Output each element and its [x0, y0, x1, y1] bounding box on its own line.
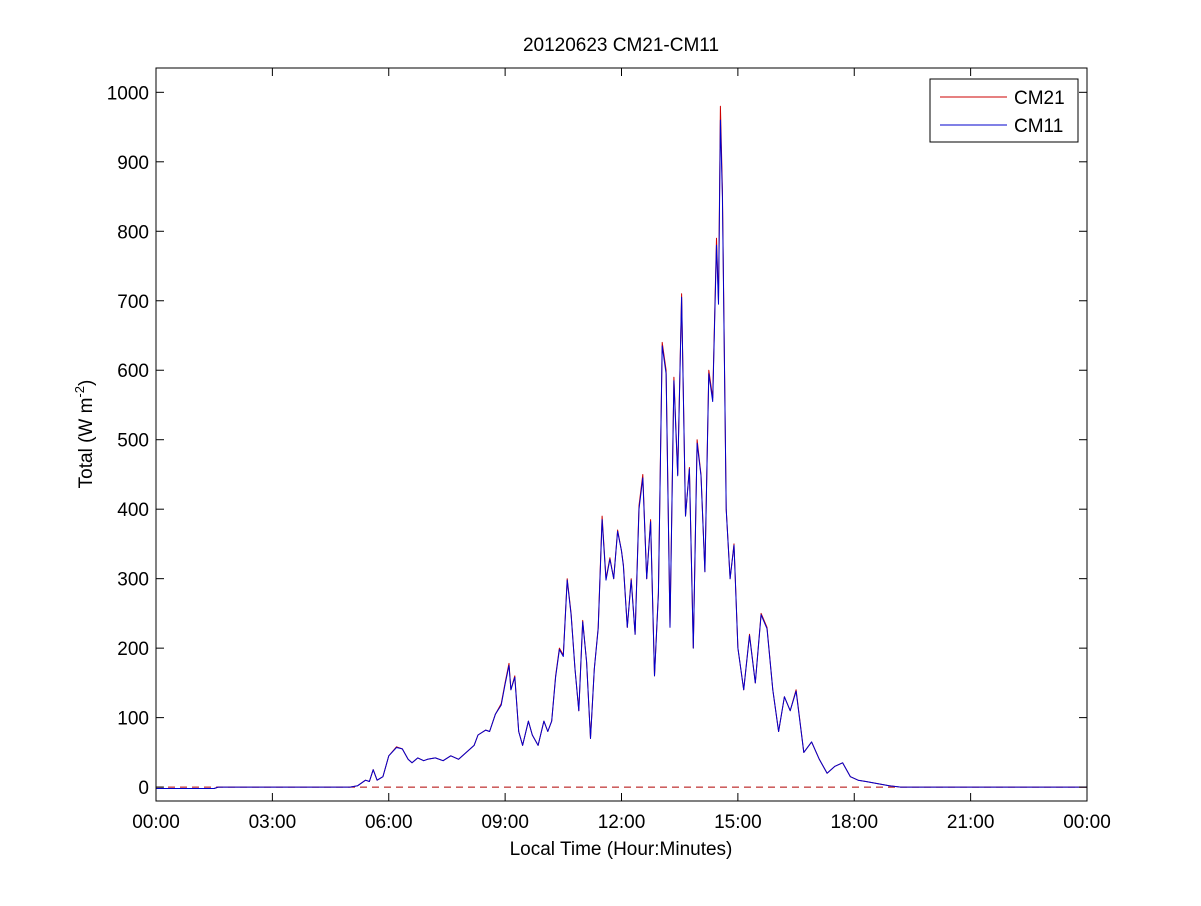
legend: CM21 CM11	[929, 78, 1079, 143]
legend-label-cm21: CM21	[1014, 88, 1065, 109]
y-axis-label-text: Total (W m	[76, 398, 97, 489]
x-tick-label: 15:00	[714, 812, 762, 833]
x-tick-label: 09:00	[481, 812, 529, 833]
y-tick-label: 800	[117, 222, 149, 243]
plot-area	[156, 68, 1087, 801]
y-tick-label: 700	[117, 292, 149, 313]
y-tick-label: 400	[117, 500, 149, 521]
y-tick-label: 600	[117, 361, 149, 382]
y-tick-label: 500	[117, 431, 149, 452]
y-axis: 0 100 200 300 400 500 600 700 800 900 1000	[107, 83, 1087, 799]
y-tick-label: 900	[117, 153, 149, 174]
x-axis: 00:00 03:00 06:00 09:00 12:00 15:00 18:00 21:00…	[132, 68, 1111, 833]
x-axis-label: Local Time (Hour:Minutes)	[510, 839, 733, 860]
chart-title: 20120623 CM21-CM11	[523, 35, 719, 56]
series-layer	[156, 105, 1087, 789]
legend-box	[929, 78, 1079, 143]
y-tick-label: 0	[138, 778, 149, 799]
y-tick-label: 100	[117, 709, 149, 730]
x-tick-label: 12:00	[598, 812, 646, 833]
x-tick-label: 03:00	[249, 812, 297, 833]
legend-label-cm11: CM11	[1014, 116, 1063, 137]
y-tick-label: 300	[117, 570, 149, 591]
y-axis-label-close: )	[76, 380, 97, 386]
y-tick-label: 1000	[107, 83, 149, 104]
x-tick-label: 00:00	[1063, 812, 1111, 833]
series-line-cm11	[156, 119, 1087, 789]
x-tick-label: 00:00	[132, 812, 180, 833]
y-axis-label-superscript: -2	[72, 386, 87, 398]
y-axis-label: Total (W m-2)	[72, 380, 97, 489]
x-tick-label: 18:00	[830, 812, 878, 833]
x-tick-label: 21:00	[947, 812, 995, 833]
y-tick-label: 200	[117, 639, 149, 660]
x-tick-label: 06:00	[365, 812, 413, 833]
